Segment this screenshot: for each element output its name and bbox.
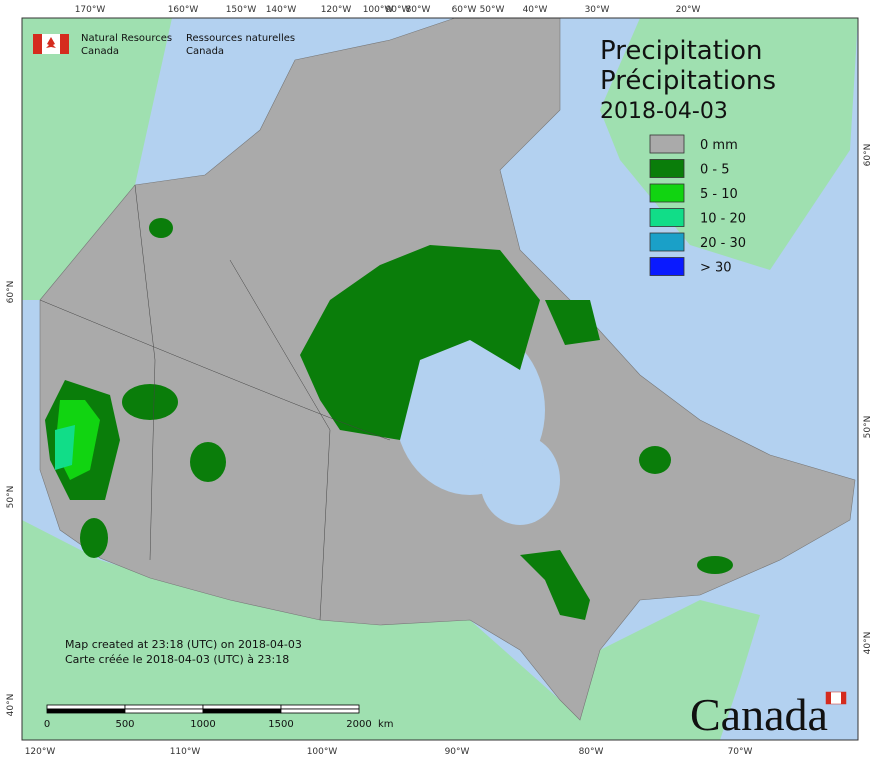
legend-label: 10 - 20: [700, 212, 746, 227]
scale-segment: [280, 704, 360, 710]
legend: 0 mm 0 - 5 5 - 10 10 - 20 20 - 30 > 30: [649, 134, 746, 276]
left-label: 40°N: [6, 694, 16, 717]
scale-label: 1000: [190, 719, 215, 730]
agency-en: Natural Resources: [81, 33, 172, 44]
legend-swatch: [649, 183, 685, 203]
top-label: 60°W: [452, 5, 477, 15]
alaska: [22, 18, 172, 300]
scale-segment: [124, 704, 204, 710]
scale-label: 2000: [346, 719, 371, 730]
legend-label: 0 - 5: [700, 163, 730, 178]
legend-swatch: [649, 208, 685, 227]
top-label: 100°W: [363, 5, 394, 15]
top-label: 120°W: [321, 5, 352, 15]
left-label: 50°N: [6, 486, 16, 509]
scale-segment: [46, 704, 126, 710]
bottom-label: 80°W: [579, 747, 604, 757]
top-label: 50°W: [480, 5, 505, 15]
scale-segment: [280, 708, 360, 714]
right-label: 40°N: [863, 632, 873, 655]
james-bay: [480, 435, 560, 525]
bottom-label: 110°W: [170, 747, 201, 757]
top-label: 40°W: [523, 5, 548, 15]
bottom-label: 70°W: [728, 747, 753, 757]
top-label: 160°W: [168, 5, 199, 15]
legend-label: 0 mm: [700, 138, 738, 153]
frame: [21, 17, 859, 741]
scale-label: 1500: [268, 719, 293, 730]
scale-segment: [46, 708, 126, 714]
scale-segment: [124, 708, 204, 714]
bottom-label: 100°W: [307, 747, 338, 757]
top-label: 80°W: [406, 5, 431, 15]
graticule-labels: 170°W 160°W 150°W 140°W 120°W 100°W90°W80°W 60…: [6, 5, 873, 757]
legend-swatch: [649, 232, 685, 252]
top-label: 30°W: [585, 5, 610, 15]
legend-label: 20 - 30: [700, 236, 746, 251]
graticule-borders: [39, 184, 391, 621]
maple-leaf: [46, 37, 56, 52]
title-date: 2018-04-03: [600, 99, 728, 124]
agency-fr: Canada: [186, 46, 224, 57]
greenland: [600, 18, 858, 270]
title-en: Precipitation: [600, 36, 763, 66]
precipitation-areas: [45, 218, 733, 620]
legend-label: > 30: [700, 261, 732, 276]
legend-swatch: [649, 134, 685, 154]
scale-label: 500: [115, 719, 134, 730]
scale-segment: [202, 704, 282, 710]
legend-swatch: [649, 159, 685, 178]
scale-bar: 0 500 1000 1500 2000 km: [44, 704, 394, 730]
agency-en: Canada: [81, 46, 119, 57]
title-fr: Précipitations: [600, 66, 776, 96]
legend-swatch: [649, 257, 685, 276]
scale-segment: [202, 708, 282, 714]
top-label: 150°W: [226, 5, 257, 15]
legend-label: 5 - 10: [700, 187, 738, 202]
precip-10-20: [55, 425, 75, 470]
wordmark-flag-bar: [841, 692, 846, 704]
scale-label: 0: [44, 719, 50, 730]
top-label: 90°W: [386, 5, 411, 15]
right-label: 60°N: [863, 144, 873, 167]
top-label: 140°W: [266, 5, 297, 15]
bottom-label: 90°W: [445, 747, 470, 757]
agency-fr: Ressources naturelles: [186, 33, 295, 44]
flag-bar: [60, 34, 69, 54]
top-label: 20°W: [676, 5, 701, 15]
scale-unit: km: [378, 719, 394, 730]
agency-logo: Natural Resources Canada Ressources natu…: [33, 33, 295, 57]
wordmark-flag-bar: [826, 692, 831, 704]
wordmark: Canada: [690, 689, 847, 740]
bottom-label: 120°W: [25, 747, 56, 757]
wordmark-text: Canada: [690, 689, 828, 740]
note: Carte créée le 2018-04-03 (UTC) à 23:18: [65, 653, 289, 666]
flag-bar: [33, 34, 42, 54]
note: Map created at 23:18 (UTC) on 2018-04-03: [65, 638, 302, 651]
top-label: 170°W: [75, 5, 106, 15]
left-label: 60°N: [6, 281, 16, 304]
right-label: 50°N: [863, 416, 873, 439]
